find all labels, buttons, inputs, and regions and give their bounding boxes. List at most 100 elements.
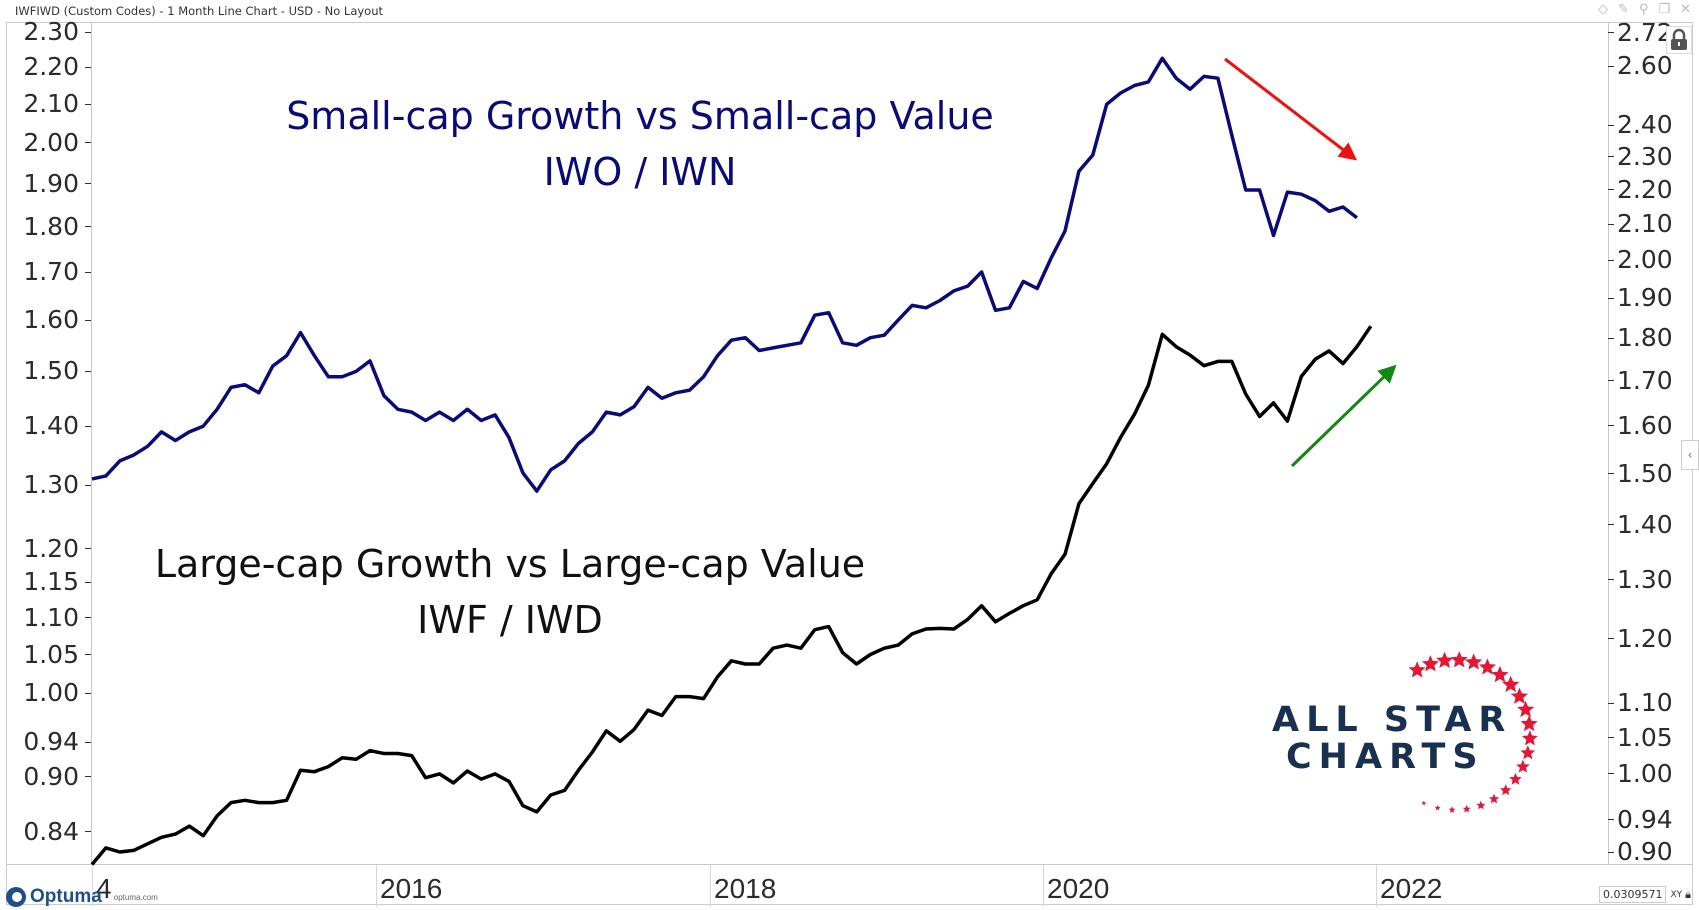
right-axis-tick-mark <box>1608 425 1614 427</box>
window-title: IWFIWD (Custom Codes) - 1 Month Line Cha… <box>15 4 384 18</box>
logo-star-icon <box>1434 805 1441 811</box>
right-axis-tick-mark <box>1608 156 1614 158</box>
cursor-value: 0.0309571 <box>1598 886 1667 903</box>
star-ring <box>1408 651 1538 813</box>
link-icon[interactable]: ⚲ <box>1638 2 1649 17</box>
left-axis-tick-mark <box>85 484 91 486</box>
x-axis-gridline <box>92 865 93 907</box>
axis-lock-button[interactable] <box>1666 26 1692 54</box>
logo-star-icon <box>1491 665 1509 683</box>
right-axis-tick-mark <box>1608 579 1614 581</box>
left-axis-tick-mark <box>85 776 91 778</box>
status-lock-icon[interactable]: 🔒︎ <box>1685 887 1691 901</box>
left-axis-tick-label: 1.30 <box>23 472 91 497</box>
lock-icon <box>1671 28 1687 50</box>
left-axis-tick-label: 2.20 <box>23 54 91 79</box>
left-y-axis[interactable]: 2.30 2.20 2.10 2.00 1.90 1.80 1.70 1.60 1.50 1.40… <box>6 19 92 864</box>
x-axis-gridline <box>376 865 377 907</box>
series-line-iwo-iwn[interactable] <box>91 56 1358 493</box>
left-axis-tick-label: 1.40 <box>23 413 91 438</box>
logo-star-icon <box>1502 675 1520 693</box>
left-axis-tick-mark <box>85 581 91 583</box>
right-axis-tick-label: 0.90 <box>1608 839 1673 864</box>
optuma-url[interactable]: optuma.com <box>113 892 158 902</box>
right-axis-tick-label: 1.10 <box>1608 690 1673 715</box>
left-axis-tick-mark <box>85 271 91 273</box>
left-axis-tick-label: 1.90 <box>23 171 91 196</box>
right-axis-tick-mark <box>1608 473 1614 475</box>
right-axis-tick-label: 2.10 <box>1608 211 1673 236</box>
logo-line-1: ALL STAR <box>1272 700 1513 740</box>
logo-star-icon <box>1509 772 1522 785</box>
logo-star-icon <box>1436 651 1454 668</box>
logo-star-icon <box>1478 658 1496 675</box>
logo-star-icon <box>1476 800 1486 810</box>
right-axis-tick-label: 2.40 <box>1608 112 1673 137</box>
right-axis-tick-mark <box>1608 851 1614 853</box>
close-icon[interactable]: ✕ <box>1680 2 1691 17</box>
right-axis-tick-label: 2.72 <box>1608 20 1673 45</box>
x-axis-gridline <box>710 865 711 907</box>
right-axis-tick-mark <box>1608 223 1614 225</box>
right-y-axis[interactable]: 2.72 2.60 2.40 2.30 2.20 2.10 2.00 1.90 1.80 1.70… <box>1608 20 1694 864</box>
logo-line-2: CHARTS <box>1286 737 1485 777</box>
right-axis-tick-mark <box>1608 337 1614 339</box>
x-axis[interactable]: 4 2016 2018 2020 2022 <box>6 864 1693 907</box>
logo-star-icon <box>1521 730 1538 746</box>
left-axis-tick-label: 0.90 <box>23 764 91 789</box>
left-axis-tick-mark <box>85 103 91 105</box>
left-axis-tick-mark <box>85 617 91 619</box>
left-axis-tick-mark <box>85 183 91 185</box>
x-axis-gridline <box>1043 865 1044 907</box>
small-cap-ticker: IWO / IWN <box>543 150 737 194</box>
large-cap-annotation: Large-cap Growth vs Large-cap Value IWF … <box>150 536 870 648</box>
left-axis-tick-mark <box>85 654 91 656</box>
left-axis-tick-label: 2.10 <box>23 91 91 116</box>
right-axis-tick-label: 1.20 <box>1608 626 1673 651</box>
right-axis-tick-label: 1.50 <box>1608 461 1673 486</box>
large-cap-title: Large-cap Growth vs Large-cap Value <box>154 542 866 586</box>
x-axis-tick-label: 2022 <box>1380 873 1443 904</box>
diamond-icon[interactable]: ◇ <box>1598 2 1608 17</box>
right-axis-tick-mark <box>1608 702 1614 704</box>
window-titlebar: IWFIWD (Custom Codes) - 1 Month Line Cha… <box>0 0 1699 22</box>
logo-star-icon <box>1408 661 1426 678</box>
logo-star-icon <box>1520 715 1538 732</box>
left-axis-tick-label: 2.00 <box>23 130 91 155</box>
left-axis-tick-mark <box>85 319 91 321</box>
right-axis-tick-mark <box>1608 124 1614 126</box>
panel-expand-button[interactable]: ‹ <box>1681 440 1699 470</box>
logo-star-icon <box>1500 784 1512 796</box>
left-axis-tick-label: 0.94 <box>23 729 91 754</box>
logo-star-icon <box>1448 806 1456 813</box>
all-star-charts-logo: ALL STAR CHARTS <box>1250 650 1550 820</box>
window-controls: ◇ ✎ ⚲ ❐ ✕ <box>1598 2 1691 17</box>
left-axis-tick-label: 2.30 <box>23 19 91 44</box>
x-axis-tick-label: 2020 <box>1047 873 1110 904</box>
optuma-branding: Optuma optuma.com <box>6 886 158 908</box>
left-axis-tick-label: 1.05 <box>23 642 91 667</box>
xy-mode-toggle[interactable]: XY <box>1670 889 1683 900</box>
series-line-iwf-iwd[interactable] <box>90 325 1373 866</box>
logo-star-icon <box>1450 651 1468 668</box>
left-axis-tick-label: 1.50 <box>23 358 91 383</box>
pin-icon[interactable]: ✎ <box>1618 2 1629 17</box>
right-axis-tick-mark <box>1608 65 1614 67</box>
right-axis-tick-label: 1.60 <box>1608 413 1673 438</box>
logo-star-icon <box>1462 804 1471 813</box>
logo-star-icon <box>1510 687 1528 704</box>
restore-icon[interactable]: ❐ <box>1658 2 1671 17</box>
logo-star-icon <box>1421 655 1439 672</box>
left-axis-tick-label: 1.70 <box>23 259 91 284</box>
right-axis-tick-label: 0.94 <box>1608 807 1673 832</box>
left-axis-tick-mark <box>85 226 91 228</box>
x-axis-tick-label: 4 <box>96 873 112 904</box>
right-axis-tick-label: 2.20 <box>1608 177 1673 202</box>
left-axis-tick-mark <box>85 692 91 694</box>
left-axis-tick-mark <box>85 370 91 372</box>
left-axis-tick-label: 1.20 <box>23 536 91 561</box>
right-axis-tick-mark <box>1608 189 1614 191</box>
right-axis-tick-mark <box>1608 32 1614 34</box>
right-axis-tick-label: 1.30 <box>1608 567 1673 592</box>
